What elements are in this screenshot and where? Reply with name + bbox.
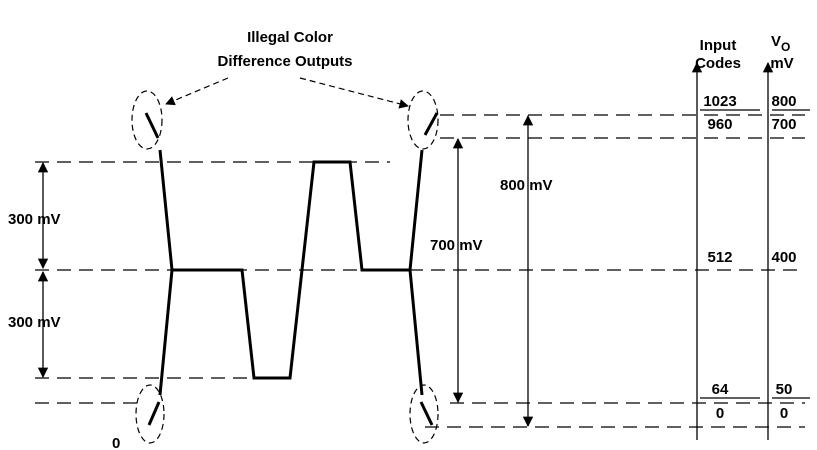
pointer-arrows bbox=[165, 77, 409, 109]
input-code: 960 bbox=[707, 116, 732, 133]
header-v: V bbox=[771, 33, 781, 50]
dim-label: 300 mV bbox=[8, 314, 61, 331]
dimension-arrows bbox=[37, 114, 534, 428]
dim-label: 700 mV bbox=[430, 237, 483, 254]
input-code: 0 bbox=[716, 405, 724, 422]
input-code: 1023 bbox=[703, 93, 736, 110]
annotation: Illegal Color bbox=[247, 29, 333, 46]
column-header: Codes bbox=[695, 55, 741, 72]
dim-label: 300 mV bbox=[8, 211, 61, 228]
annotation: Difference Outputs bbox=[217, 53, 352, 70]
waveform bbox=[144, 112, 439, 426]
illegal-ellipses bbox=[131, 90, 439, 444]
column-header: Input bbox=[700, 37, 737, 54]
vo-value: 0 bbox=[780, 405, 788, 422]
input-code: 64 bbox=[712, 381, 729, 398]
labels: Illegal Color Difference Outputs 300 mV … bbox=[8, 29, 794, 450]
header-sub: O bbox=[781, 40, 790, 54]
input-code: 512 bbox=[707, 249, 732, 266]
scale-axes bbox=[691, 61, 810, 440]
vo-value: 400 bbox=[771, 249, 796, 266]
scale-values: 1023 800 960 700 512 400 64 50 0 0 bbox=[703, 93, 796, 422]
column-header: VO bbox=[771, 33, 790, 54]
vo-value: 700 bbox=[771, 116, 796, 133]
dim-label: 800 mV bbox=[500, 177, 553, 194]
vo-value: 50 bbox=[776, 381, 793, 398]
vo-value: 800 bbox=[771, 93, 796, 110]
column-header: mV bbox=[770, 55, 793, 72]
zero-label: 0 bbox=[112, 435, 120, 450]
